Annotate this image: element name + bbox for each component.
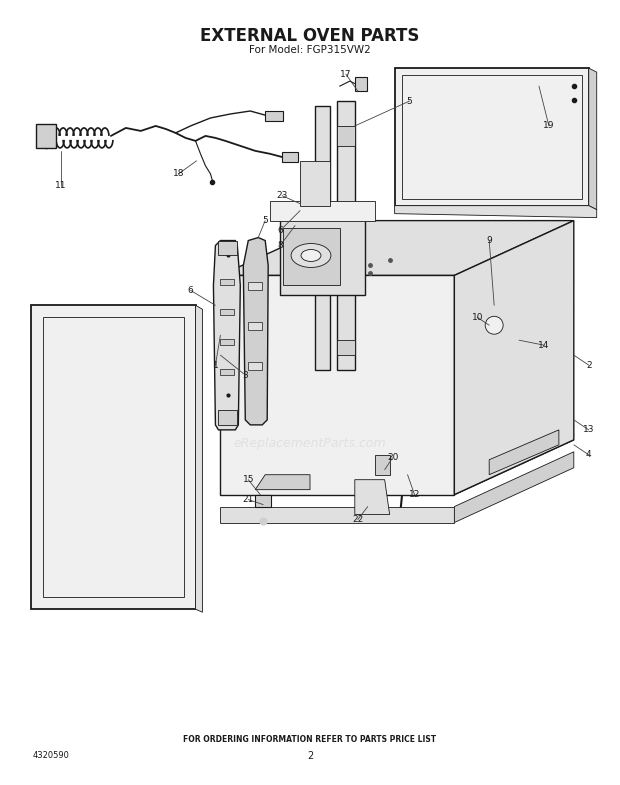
Polygon shape (589, 68, 596, 210)
Polygon shape (218, 410, 237, 425)
Bar (337, 126, 355, 146)
Polygon shape (374, 455, 389, 475)
Text: 15: 15 (242, 475, 254, 484)
Polygon shape (220, 440, 574, 495)
Bar (337, 340, 355, 355)
Text: 5: 5 (262, 216, 268, 225)
Polygon shape (280, 216, 365, 295)
Polygon shape (454, 221, 574, 495)
Text: 9: 9 (486, 236, 492, 245)
Bar (220, 339, 234, 345)
Polygon shape (31, 305, 195, 609)
Text: FOR ORDERING INFORMATION REFER TO PARTS PRICE LIST: FOR ORDERING INFORMATION REFER TO PARTS … (184, 736, 436, 744)
Ellipse shape (301, 250, 321, 261)
Bar (248, 283, 262, 290)
Text: 3: 3 (242, 371, 248, 380)
Text: 18: 18 (173, 170, 184, 178)
Polygon shape (283, 228, 340, 286)
Polygon shape (489, 430, 559, 475)
Ellipse shape (291, 243, 331, 268)
Text: 6: 6 (277, 226, 283, 235)
Bar (36, 124, 56, 148)
Bar (248, 323, 262, 330)
Text: 12: 12 (409, 490, 420, 499)
Text: EXTERNAL OVEN PARTS: EXTERNAL OVEN PARTS (200, 27, 420, 46)
Text: 2: 2 (307, 750, 313, 761)
Text: 19: 19 (543, 122, 555, 130)
Text: 4320590: 4320590 (33, 751, 69, 760)
Polygon shape (218, 240, 237, 255)
Bar (255, 495, 271, 506)
Text: 4: 4 (586, 451, 591, 459)
Polygon shape (355, 480, 389, 514)
Text: 6: 6 (188, 286, 193, 295)
Polygon shape (315, 106, 330, 370)
Bar (248, 362, 262, 370)
Text: 2: 2 (586, 360, 591, 370)
Text: For Model: FGP315VW2: For Model: FGP315VW2 (249, 46, 371, 55)
Text: 8: 8 (277, 241, 283, 250)
Text: 21: 21 (242, 495, 254, 504)
Circle shape (485, 316, 503, 334)
Bar (300, 161, 330, 206)
Text: 23: 23 (277, 192, 288, 200)
Polygon shape (213, 240, 241, 430)
Bar (220, 279, 234, 286)
Polygon shape (394, 68, 589, 206)
Text: 10: 10 (471, 312, 483, 322)
Text: 11: 11 (55, 181, 67, 190)
Text: 14: 14 (538, 341, 550, 349)
Polygon shape (270, 201, 374, 221)
Polygon shape (195, 305, 203, 612)
Polygon shape (220, 221, 574, 276)
Text: 22: 22 (352, 515, 363, 524)
Bar (265, 111, 283, 121)
Polygon shape (337, 101, 355, 370)
Bar (282, 152, 298, 162)
Polygon shape (255, 475, 310, 490)
Polygon shape (243, 238, 268, 425)
Polygon shape (220, 506, 454, 523)
Polygon shape (394, 206, 596, 217)
Text: 1: 1 (213, 360, 218, 370)
Text: 17: 17 (340, 70, 352, 78)
Text: eReplacementParts.com: eReplacementParts.com (234, 436, 386, 450)
Bar (220, 309, 234, 316)
Text: 20: 20 (387, 453, 398, 462)
Polygon shape (220, 276, 454, 495)
Bar (220, 369, 234, 375)
Polygon shape (454, 452, 574, 523)
Bar (355, 77, 367, 91)
Text: 5: 5 (407, 97, 412, 105)
Text: 13: 13 (583, 425, 595, 434)
